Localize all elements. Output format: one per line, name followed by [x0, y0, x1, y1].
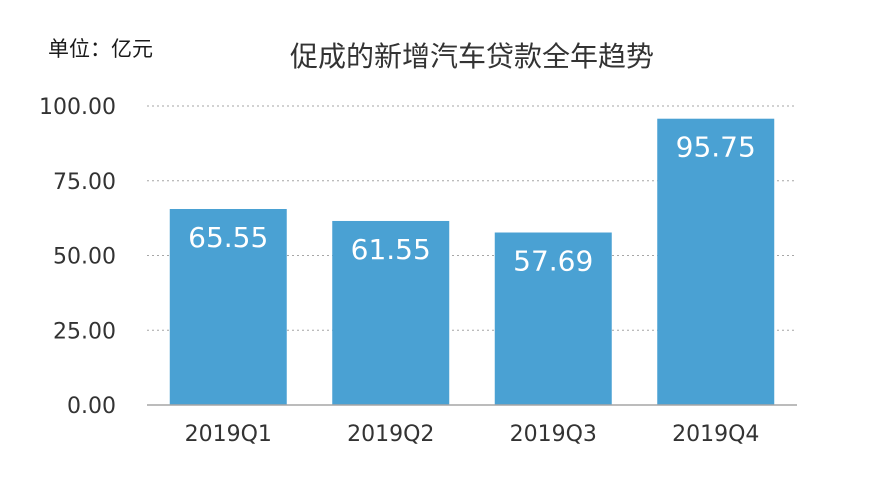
- bars: [169, 118, 775, 406]
- bar-value-label: 65.55: [188, 221, 268, 254]
- bar-value-label: 61.55: [351, 233, 431, 266]
- y-tick-label: 50.00: [53, 245, 116, 270]
- x-axis-ticks: 2019Q1 2019Q2 2019Q3 2019Q4: [185, 422, 760, 447]
- y-tick-label: 75.00: [53, 170, 116, 195]
- x-tick-label: 2019Q1: [185, 422, 272, 447]
- x-tick-label: 2019Q2: [347, 422, 434, 447]
- bar: [169, 209, 287, 405]
- chart-title: 促成的新增汽车贷款全年趋势: [290, 40, 654, 73]
- bar-value-label: 57.69: [513, 245, 593, 278]
- data-labels: 65.55 61.55 57.69 95.75: [188, 131, 756, 278]
- y-tick-label: 100.00: [39, 95, 116, 120]
- bar: [494, 232, 612, 405]
- x-tick-label: 2019Q4: [672, 422, 759, 447]
- y-axis-ticks: 0.00 25.00 50.00 75.00 100.00: [39, 95, 116, 419]
- x-tick-label: 2019Q3: [510, 422, 597, 447]
- bar: [332, 220, 450, 405]
- y-tick-label: 0.00: [67, 394, 116, 419]
- y-tick-label: 25.00: [53, 319, 116, 344]
- bar: [657, 118, 775, 406]
- unit-label: 单位：亿元: [48, 37, 153, 61]
- bar-value-label: 95.75: [676, 131, 756, 164]
